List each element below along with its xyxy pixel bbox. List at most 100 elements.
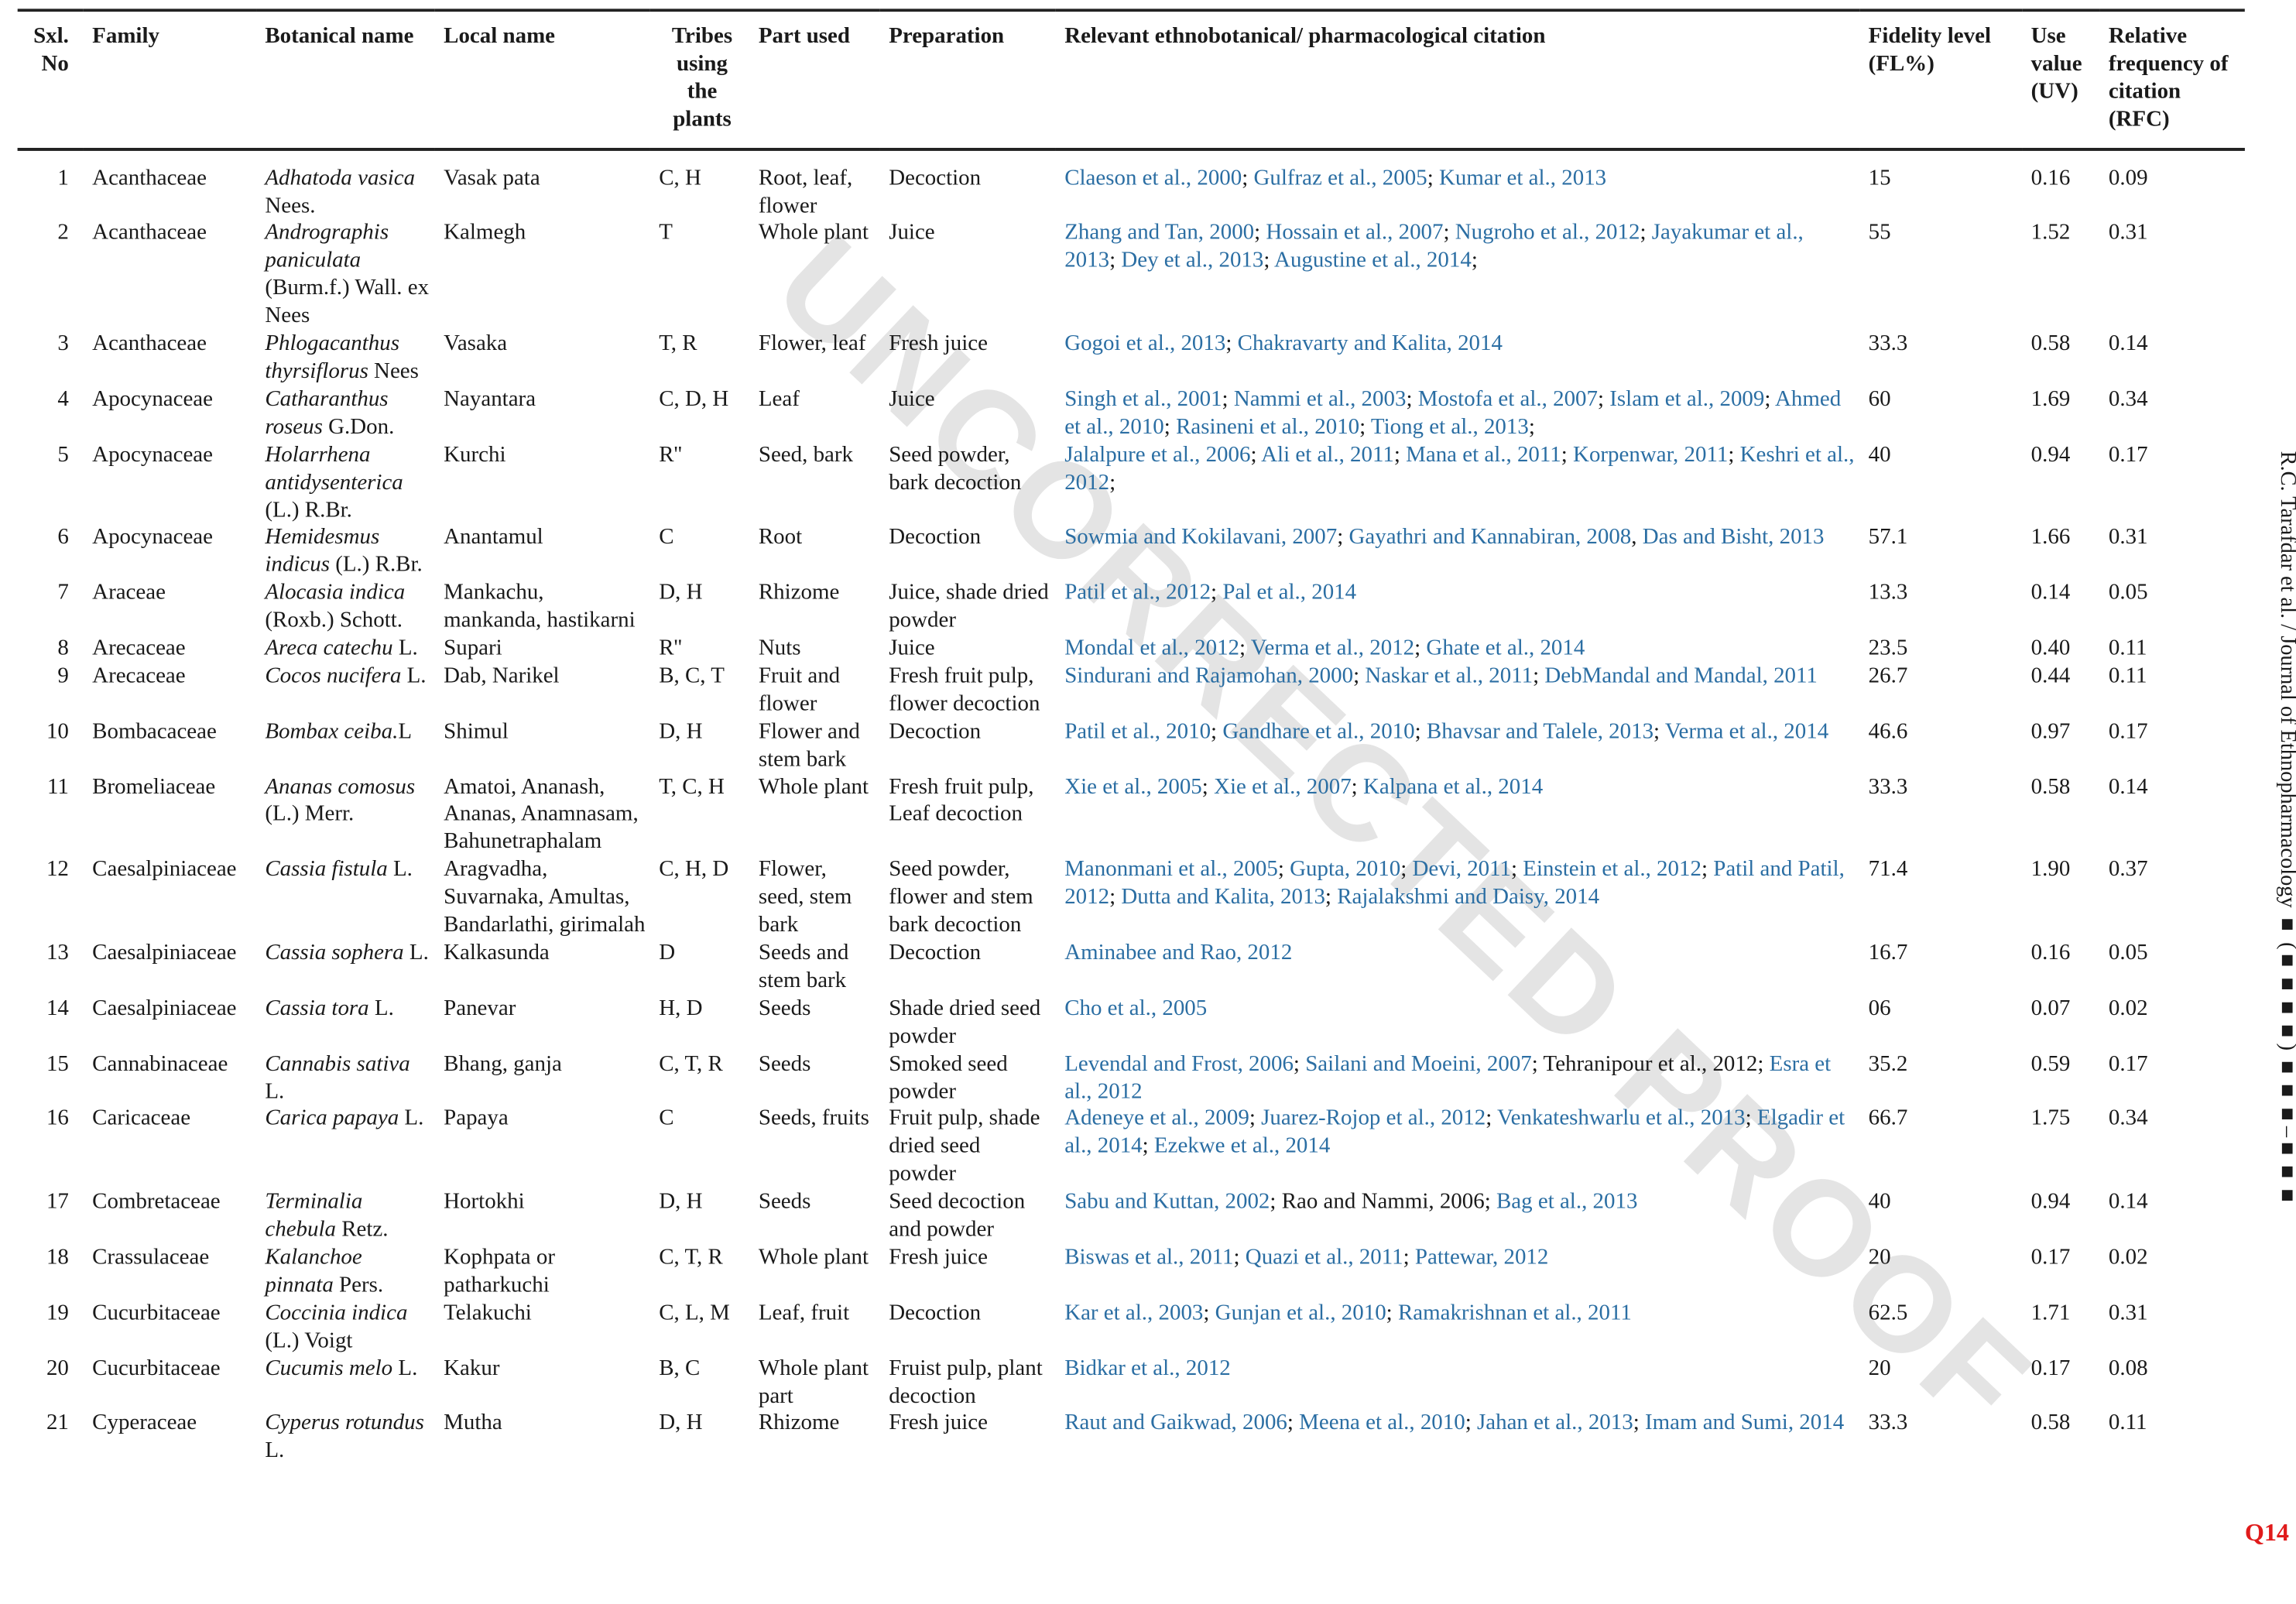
cell-serial-no: 5 [57,441,69,467]
citation-link[interactable]: Devi, 2011 [1412,857,1512,883]
citation-link[interactable]: Nammi et al., 2003 [1233,386,1407,412]
citation-link[interactable]: Pattewar, 2012 [1414,1244,1549,1270]
citation-link[interactable]: Sindurani and Rajamohan, 2000 [1064,663,1354,688]
citation-link[interactable]: Quazi et al., 2011 [1245,1244,1403,1270]
citation-link[interactable]: Imam and Sumi, 2014 [1644,1410,1845,1436]
citation-link[interactable]: Ghate et al., 2014 [1426,636,1585,661]
citation-link[interactable]: Ali et al., 2011 [1261,441,1394,467]
citation-link[interactable]: Naskar et al., 2011 [1365,663,1534,688]
citation-link[interactable]: Rasineni et al., 2010 [1176,413,1360,440]
citation-link[interactable]: Jayakumar et al., 2013 [1064,220,1804,273]
cell-botanical-name: Cannabis sativa L. [256,1050,435,1106]
citation-link[interactable]: Mondal et al., 2012 [1064,636,1240,661]
cell-botanical-name: Cyperus rotundus L. [256,1410,435,1466]
citation-link[interactable]: Sowmia and Kokilavani, 2007 [1064,524,1338,550]
citation-link[interactable]: Einstein et al., 2012 [1523,857,1701,883]
species-name: Andrographis paniculata [265,220,389,273]
query-marker[interactable]: Q14 [2244,1518,2290,1547]
citation-link[interactable]: Chakravarty and Kalita, 2014 [1237,331,1503,356]
citation-link[interactable]: Dutta and Kalita, 2013 [1121,884,1325,910]
cell-rfc: 0.17 [2108,441,2148,467]
citation-link[interactable]: Keshri et al., 2012 [1064,441,1855,495]
cell-tribes: D, H [659,1189,703,1215]
citation-link[interactable]: Esra et al., 2012 [1064,1050,1832,1104]
citation-link[interactable]: Ahmed et al., 2010 [1064,386,1842,440]
citation-link[interactable]: Jalalpure et al., 2006 [1064,441,1251,467]
citation-link[interactable]: Bag et al., 2013 [1496,1189,1638,1215]
citation-link[interactable]: Xie et al., 2007 [1214,773,1352,799]
citation-link[interactable]: Verma et al., 2014 [1664,718,1829,744]
citation-link[interactable]: DebMandal and Mandal, 2011 [1544,663,1818,688]
citation-link[interactable]: Mana et al., 2011 [1406,441,1561,467]
cell-tribes: D, H [659,580,703,605]
species-name: Catharanthus roseus [265,386,389,440]
cell-use-value: 0.97 [2030,718,2071,744]
cell-botanical-name: Ananas comosus (L.) Merr. [256,774,435,857]
citation-link[interactable]: Tiong et al., 2013 [1370,413,1529,440]
cell-botanical-name: Andrographis paniculata (Burm.f.) Wall. … [256,221,435,331]
citation-link[interactable]: Claeson et al., 2000 [1064,165,1242,190]
cell-part-used: Seeds [758,1189,811,1215]
citation-link[interactable]: Kalpana et al., 2014 [1362,773,1544,799]
citation-link[interactable]: Mostofa et al., 2007 [1417,386,1598,412]
citation-link[interactable]: Adeneye et al., 2009 [1064,1105,1249,1132]
citation-link[interactable]: Das and Bisht, 2013 [1642,524,1825,550]
table-row: 16 Caricaceae Carica papaya L. Papaya C Seeds… [18,1106,2245,1189]
citation-link[interactable]: Kar et al., 2003 [1064,1300,1204,1325]
citation-link[interactable]: Gulfraz et al., 2005 [1253,165,1427,190]
species-authority: (L.) R.Br. [329,552,423,578]
citation-link[interactable]: Gunjan et al., 2010 [1215,1300,1386,1325]
citation-link[interactable]: Zhang and Tan, 2000 [1064,220,1255,245]
cell-preparation: Juice [889,636,935,661]
citation-link[interactable]: Levendal and Frost, 2006 [1064,1050,1294,1076]
citation-link[interactable]: Bidkar et al., 2012 [1064,1355,1231,1381]
citation-link[interactable]: Bhavsar and Talele, 2013 [1426,718,1654,744]
cell-part-used: Whole plant part [758,1355,869,1408]
citation-link[interactable]: Pal et al., 2014 [1222,580,1357,605]
cell-local-name: Telakuchi [444,1300,532,1325]
citation-link[interactable]: Gupta, 2010 [1290,857,1401,883]
citation-link[interactable]: Gandhare et al., 2010 [1222,718,1415,744]
citation-link[interactable]: Sabu and Kuttan, 2002 [1064,1189,1270,1215]
citation-link[interactable]: Augustine et al., 2014 [1274,248,1472,273]
citation-link[interactable]: Dey et al., 2013 [1121,248,1264,273]
citation-link[interactable]: Elgadir et al., 2014 [1064,1105,1845,1159]
citation-link[interactable]: Islam et al., 2009 [1609,386,1765,412]
citation-link[interactable]: Biswas et al., 2011 [1064,1244,1234,1270]
citation-link[interactable]: Juarez-Rojop et al., 2012 [1261,1105,1486,1132]
ethnobotanical-table: Sxl. No Family Botanical name Local name… [17,9,2245,1466]
table-row: 5 Apocynaceae Holarrhena antidysenterica (… [18,442,2245,525]
citation-link[interactable]: Jahan et al., 2013 [1477,1410,1633,1436]
citation-link[interactable]: Korpenwar, 2011 [1573,441,1729,467]
citation-link[interactable]: Patil et al., 2012 [1064,580,1211,605]
citation-link[interactable]: Patil and Patil, 2012 [1064,857,1845,910]
cell-citations: Jalalpure et al., 2006; Ali et al., 2011… [1056,442,1859,525]
citation-link[interactable]: Ramakrishnan et al., 2011 [1397,1300,1632,1325]
cell-citations: Raut and Gaikwad, 2006; Meena et al., 20… [1056,1410,1859,1466]
citation-link[interactable]: Nugroho et al., 2012 [1455,220,1640,245]
cell-family: Caesalpiniaceae [92,995,237,1021]
citation-link[interactable]: Rajalakshmi and Daisy, 2014 [1337,884,1600,910]
cell-local-name: Hortokhi [444,1189,525,1215]
citation-link[interactable]: Manonmani et al., 2005 [1064,857,1278,883]
citation-link[interactable]: Raut and Gaikwad, 2006 [1064,1410,1287,1436]
citation-link[interactable]: Ezekwe et al., 2014 [1153,1133,1331,1159]
citation-link[interactable]: Verma et al., 2012 [1250,636,1415,661]
citation-link[interactable]: Gogoi et al., 2013 [1064,331,1226,356]
citation-link[interactable]: Venkateshwarlu et al., 2013 [1496,1105,1746,1132]
citation-link[interactable]: Xie et al., 2005 [1064,773,1202,799]
cell-tribes: C, T, R [659,1050,723,1076]
cell-serial-no: 12 [46,857,69,883]
citation-link[interactable]: Hossain et al., 2007 [1266,220,1444,245]
citation-link[interactable]: Singh et al., 2001 [1064,386,1222,412]
citation-separator: ; [1201,773,1215,799]
citation-link[interactable]: Sailani and Moeini, 2007 [1305,1050,1532,1076]
citation-link[interactable]: Gayathri and Kannabiran, 2008 [1348,524,1632,550]
citation-link[interactable]: Kumar et al., 2013 [1438,165,1607,190]
cell-use-value: 0.59 [2030,1050,2071,1076]
citation-link[interactable]: Patil et al., 2010 [1064,718,1211,744]
citation-separator: ; [1211,580,1223,605]
citation-link[interactable]: Meena et al., 2010 [1299,1410,1465,1436]
citation-link[interactable]: Cho et al., 2005 [1064,995,1208,1021]
citation-link[interactable]: Aminabee and Rao, 2012 [1064,940,1293,965]
